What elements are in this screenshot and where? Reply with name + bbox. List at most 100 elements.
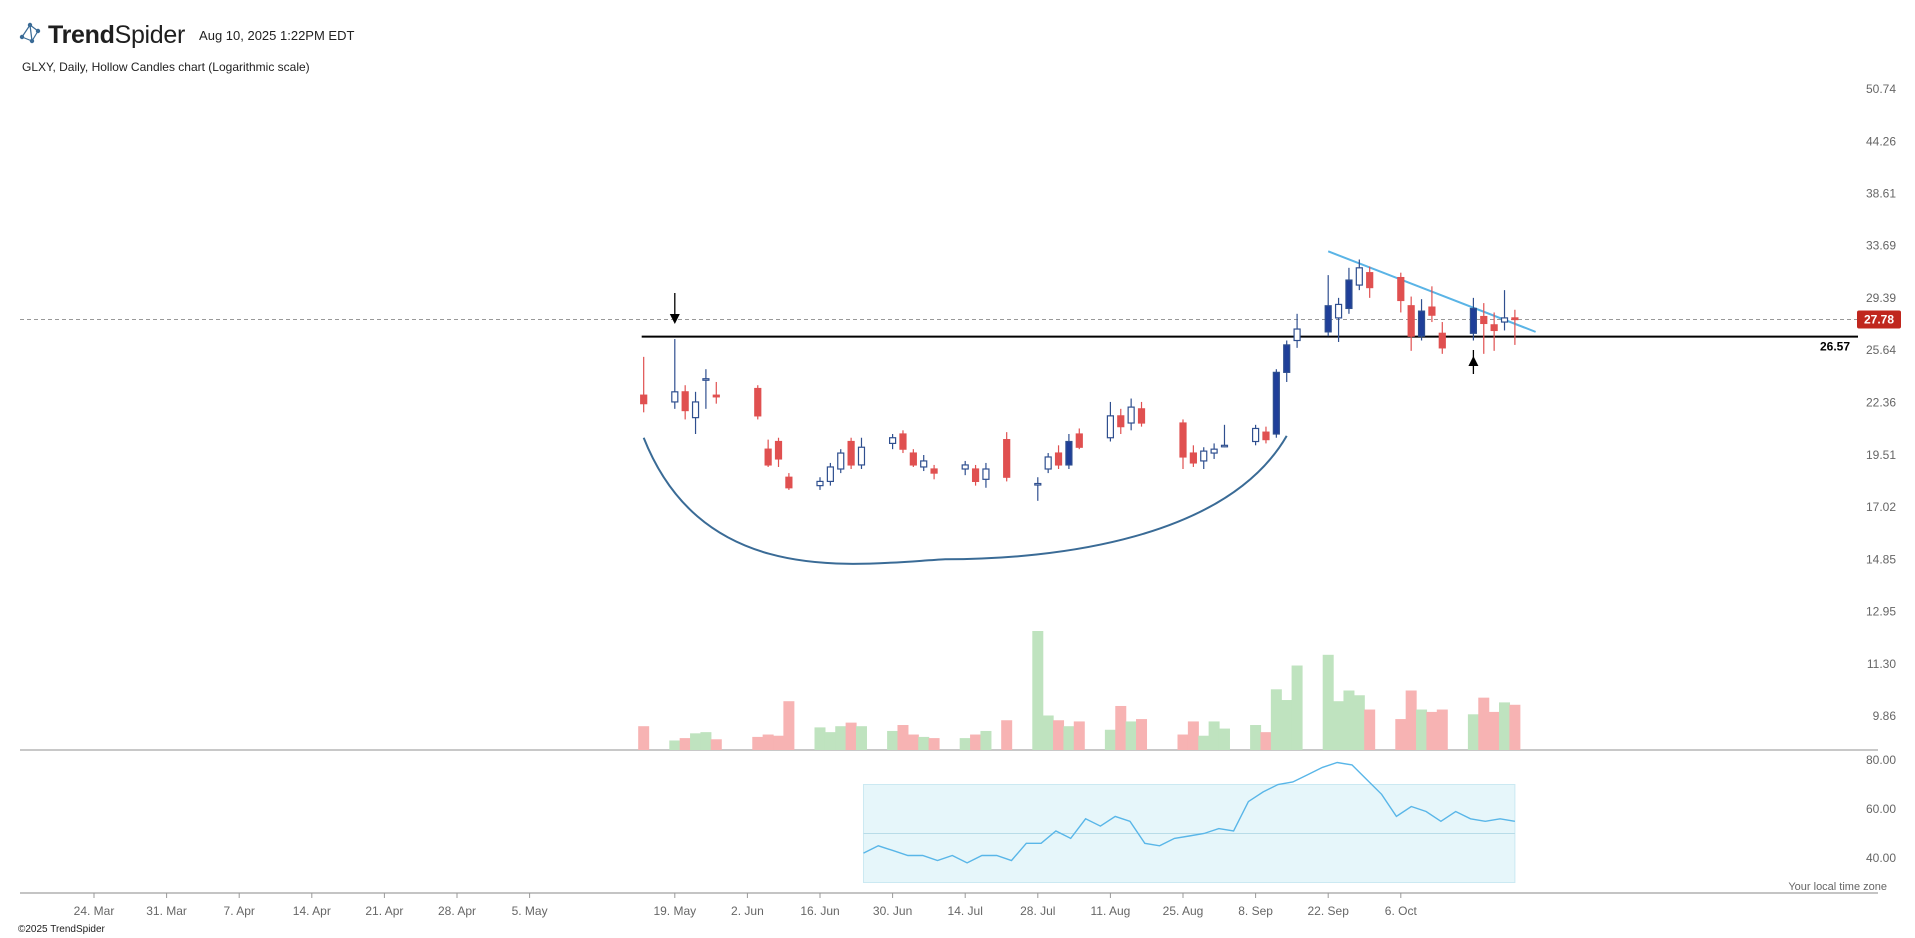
candle bbox=[1334, 297, 1343, 342]
candle-body bbox=[640, 394, 648, 405]
candle-body bbox=[1210, 448, 1218, 454]
volume-bar bbox=[907, 734, 919, 750]
y-axis: 50.74 44.26 38.61 33.69 29.39 25.64 22.36 19.51… bbox=[1866, 82, 1896, 723]
volume-bar bbox=[638, 726, 650, 750]
candle-body bbox=[754, 387, 762, 417]
candle-body bbox=[774, 440, 783, 460]
volume-bar bbox=[1032, 631, 1044, 750]
x-tick-label: 16. Jun bbox=[800, 904, 839, 918]
y-tick-label: 11.30 bbox=[1867, 657, 1896, 671]
rsi-tick-label: 60.00 bbox=[1866, 802, 1896, 816]
candle-body bbox=[857, 446, 866, 466]
y-tick-label: 44.26 bbox=[1866, 134, 1896, 148]
candle-body bbox=[1127, 406, 1135, 424]
candle-body bbox=[785, 476, 793, 489]
volume-bar bbox=[1125, 721, 1137, 750]
candle bbox=[930, 464, 938, 480]
y-tick-label: 33.69 bbox=[1866, 239, 1896, 253]
brand-name-light: Spider bbox=[114, 20, 186, 49]
candle-body bbox=[702, 378, 710, 381]
trendspider-logo-icon bbox=[18, 21, 42, 50]
candle bbox=[1065, 434, 1073, 469]
candle-body bbox=[1106, 415, 1115, 439]
candle-body bbox=[1117, 415, 1125, 428]
down-arrow-annotation[interactable] bbox=[669, 293, 680, 324]
volume-bar bbox=[1436, 709, 1448, 750]
x-tick-label: 7. Apr bbox=[224, 904, 255, 918]
volume-bar bbox=[1042, 715, 1054, 750]
candle bbox=[754, 385, 762, 420]
candle-body bbox=[961, 464, 969, 470]
volume-bar bbox=[752, 736, 764, 750]
cup-curve[interactable] bbox=[642, 435, 1288, 565]
candle-body bbox=[1366, 272, 1374, 289]
y-tick-label: 25.64 bbox=[1866, 343, 1896, 357]
volume-bars bbox=[638, 631, 1521, 750]
x-tick-label: 2. Jun bbox=[731, 904, 764, 918]
volume-bar bbox=[1073, 721, 1085, 750]
volume-bar bbox=[773, 735, 785, 750]
candle bbox=[1106, 401, 1115, 442]
x-tick-label: 28. Jul bbox=[1020, 904, 1055, 918]
volume-bar bbox=[980, 730, 992, 750]
candle bbox=[712, 381, 720, 404]
volume-bar bbox=[710, 739, 722, 750]
volume-bar bbox=[887, 730, 899, 750]
candle-body bbox=[1480, 315, 1488, 325]
rsi-line bbox=[863, 761, 1516, 864]
volume-bar bbox=[1104, 729, 1116, 750]
candle-body bbox=[1293, 328, 1301, 342]
volume-bar bbox=[1426, 711, 1438, 750]
up-arrow-annotation[interactable] bbox=[1468, 350, 1479, 374]
candle bbox=[1480, 303, 1488, 354]
volume-bar bbox=[1270, 689, 1282, 750]
support-level-label: 26.57 bbox=[1820, 340, 1850, 354]
y-tick-label: 29.39 bbox=[1866, 291, 1896, 305]
volume-bar bbox=[1395, 719, 1407, 750]
x-tick-label: 5. May bbox=[512, 904, 548, 918]
candle-body bbox=[1075, 433, 1083, 448]
candle bbox=[816, 477, 824, 490]
candle bbox=[837, 449, 845, 474]
chart-timestamp: Aug 10, 2025 1:22PM EDT bbox=[199, 27, 355, 43]
rsi-axis: 80.00 60.00 40.00 bbox=[1866, 753, 1896, 865]
candle-body bbox=[816, 480, 824, 487]
candle-body bbox=[1065, 440, 1073, 466]
volume-bar bbox=[1218, 728, 1230, 750]
volume-bar bbox=[1405, 690, 1417, 750]
timezone-note: Your local time zone bbox=[1788, 881, 1887, 893]
x-tick-label: 8. Sep bbox=[1238, 904, 1273, 918]
candle-body bbox=[837, 452, 845, 470]
candle-body bbox=[1397, 276, 1405, 302]
candle bbox=[671, 339, 679, 409]
candle-body bbox=[1500, 317, 1509, 323]
candle bbox=[971, 464, 980, 486]
candle bbox=[691, 391, 700, 435]
candle-body bbox=[691, 401, 700, 419]
candle-body bbox=[1355, 267, 1363, 286]
app-header: TrendSpider Aug 10, 2025 1:22PM EDT bbox=[18, 18, 354, 52]
volume-bar bbox=[1291, 665, 1303, 750]
candle bbox=[1137, 401, 1146, 427]
candle bbox=[1438, 322, 1446, 354]
x-tick-label: 11. Aug bbox=[1090, 904, 1130, 918]
x-tick-label: 14. Apr bbox=[293, 904, 331, 918]
volume-bar bbox=[1281, 700, 1293, 750]
brand-name: TrendSpider bbox=[48, 21, 185, 50]
candle-body bbox=[1251, 427, 1260, 443]
candle bbox=[1189, 445, 1197, 467]
candle-body bbox=[1428, 306, 1436, 316]
candle-body bbox=[1417, 310, 1426, 337]
volume-bar bbox=[1322, 654, 1334, 750]
volume-bar bbox=[1499, 702, 1511, 750]
volume-bar bbox=[1478, 697, 1490, 750]
y-tick-label: 50.74 bbox=[1866, 82, 1896, 96]
volume-bar bbox=[970, 734, 982, 750]
volume-bar bbox=[918, 736, 930, 750]
candle bbox=[1272, 369, 1280, 438]
candle bbox=[1075, 428, 1083, 450]
volume-bar bbox=[897, 725, 909, 750]
x-tick-label: 21. Apr bbox=[365, 904, 403, 918]
volume-bar bbox=[835, 726, 847, 750]
